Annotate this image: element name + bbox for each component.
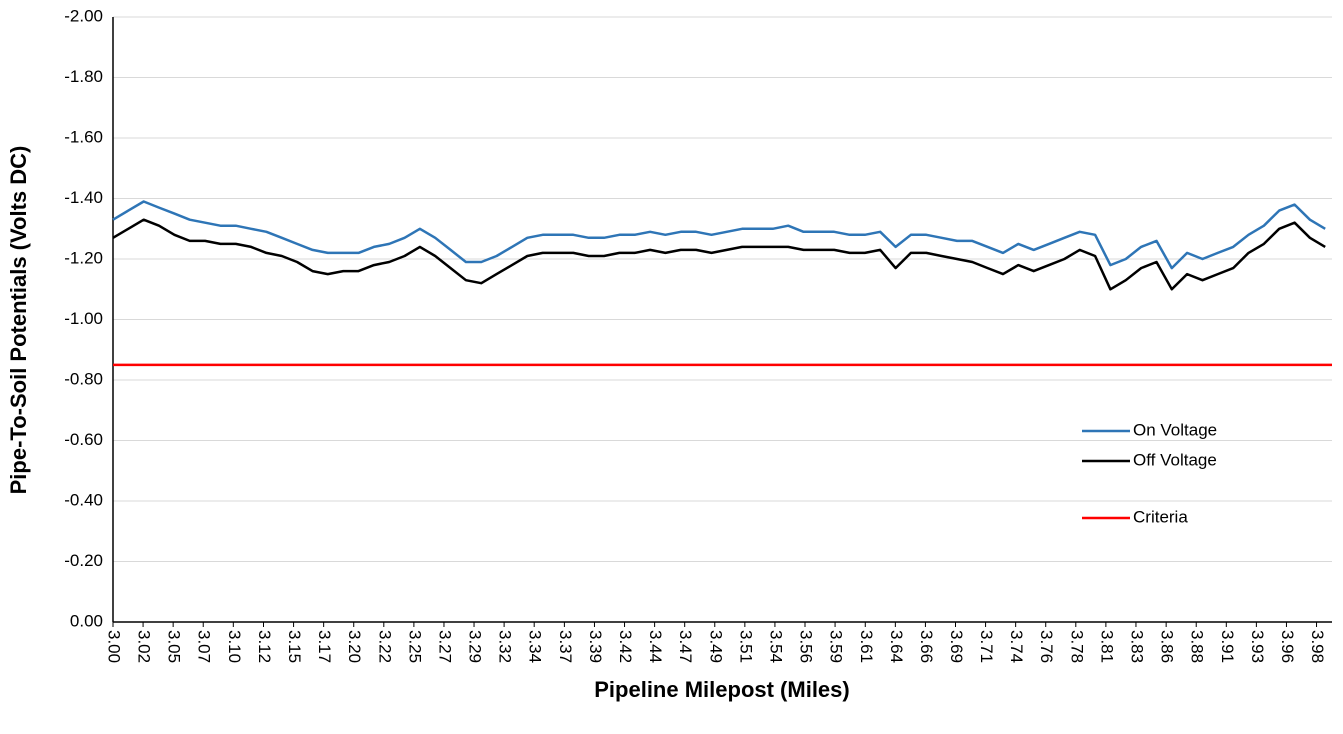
- y-tick-label: -1.80: [64, 67, 103, 86]
- x-tick-label: 3.29: [466, 630, 485, 663]
- y-tick-label: -1.40: [64, 188, 103, 207]
- x-tick-label: 3.27: [435, 630, 454, 663]
- x-tick-label: 3.34: [526, 630, 545, 663]
- x-axis-title: Pipeline Milepost (Miles): [594, 677, 849, 702]
- x-tick-label: 3.78: [1067, 630, 1086, 663]
- y-tick-label: -0.80: [64, 369, 103, 388]
- x-tick-label: 3.81: [1097, 630, 1116, 663]
- x-tick-label: 3.93: [1248, 630, 1267, 663]
- y-tick-label: -0.20: [64, 551, 103, 570]
- y-tick-label: -0.40: [64, 490, 103, 509]
- y-tick-label: 0.00: [70, 611, 103, 630]
- x-tick-label: 3.64: [887, 630, 906, 663]
- series-line: [112, 200, 1326, 270]
- y-tick-label: -1.20: [64, 248, 103, 267]
- y-tick-label: -2.00: [64, 6, 103, 25]
- x-tick-label: 3.74: [1007, 630, 1026, 663]
- x-tick-label: 3.44: [646, 630, 665, 663]
- x-tick-label: 3.66: [917, 630, 936, 663]
- x-tick-label: 3.25: [405, 630, 424, 663]
- series-line: [112, 218, 1326, 291]
- legend-label: Criteria: [1133, 507, 1188, 526]
- y-axis-title: Pipe-To-Soil Potentials (Volts DC): [6, 146, 31, 495]
- y-tick-label: -1.00: [64, 309, 103, 328]
- x-tick-label: 3.00: [105, 630, 124, 663]
- y-tick-label: -0.60: [64, 430, 103, 449]
- legend-label: Off Voltage: [1133, 450, 1217, 469]
- x-tick-label: 3.42: [616, 630, 635, 663]
- x-tick-label: 3.59: [827, 630, 846, 663]
- x-tick-label: 3.83: [1127, 630, 1146, 663]
- x-tick-label: 3.32: [496, 630, 515, 663]
- x-tick-label: 3.51: [736, 630, 755, 663]
- y-tick-label: -1.60: [64, 127, 103, 146]
- x-tick-label: 3.71: [977, 630, 996, 663]
- x-tick-label: 3.69: [947, 630, 966, 663]
- x-tick-label: 3.15: [285, 630, 304, 663]
- x-tick-label: 3.22: [375, 630, 394, 663]
- x-tick-label: 3.61: [857, 630, 876, 663]
- legend-label: On Voltage: [1133, 420, 1217, 439]
- x-tick-label: 3.76: [1037, 630, 1056, 663]
- x-tick-label: 3.02: [135, 630, 154, 663]
- x-tick-label: 3.20: [345, 630, 364, 663]
- x-tick-label: 3.17: [315, 630, 334, 663]
- x-tick-label: 3.54: [766, 630, 785, 663]
- x-tick-label: 3.56: [797, 630, 816, 663]
- x-tick-label: 3.91: [1218, 630, 1237, 663]
- x-tick-label: 3.07: [195, 630, 214, 663]
- x-tick-label: 3.12: [255, 630, 274, 663]
- x-tick-label: 3.39: [586, 630, 605, 663]
- x-tick-label: 3.96: [1278, 630, 1297, 663]
- x-tick-label: 3.49: [706, 630, 725, 663]
- x-tick-label: 3.86: [1158, 630, 1177, 663]
- x-tick-label: 3.05: [165, 630, 184, 663]
- x-tick-label: 3.88: [1188, 630, 1207, 663]
- x-tick-label: 3.37: [556, 630, 575, 663]
- x-tick-label: 3.98: [1308, 630, 1327, 663]
- x-tick-label: 3.47: [676, 630, 695, 663]
- x-tick-label: 3.10: [225, 630, 244, 663]
